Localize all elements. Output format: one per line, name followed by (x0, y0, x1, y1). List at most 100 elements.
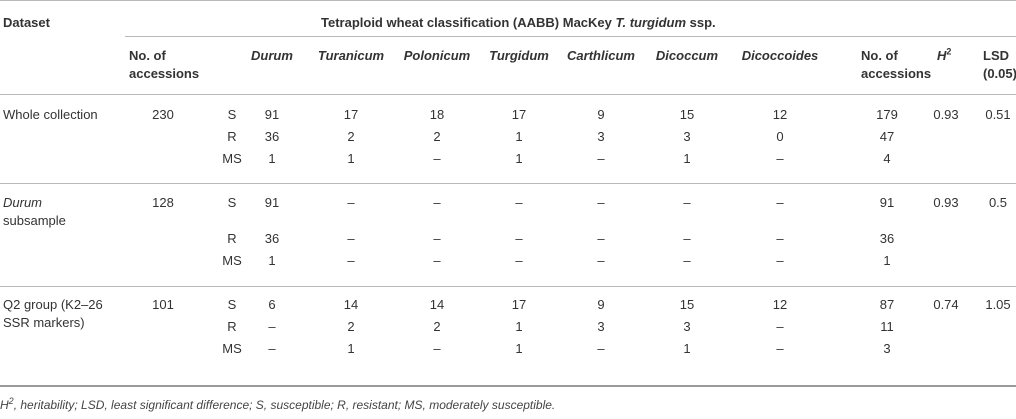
table-cell: 1 (683, 151, 691, 166)
table-cell: 1 (268, 253, 276, 268)
table-cell: – (776, 151, 784, 166)
group-accessions: 230 (152, 107, 174, 122)
table-cell: 1 (268, 151, 276, 166)
table-cell: 3 (597, 319, 605, 334)
header-h2: H2 (937, 46, 952, 63)
table-cell: 12 (772, 297, 788, 312)
reaction-type: S (227, 107, 237, 122)
row-total: 36 (879, 231, 895, 246)
group-accessions: 128 (152, 195, 174, 210)
row-total: 47 (879, 129, 895, 144)
header-no-accessions-2: No. of accessions (861, 48, 932, 81)
table-cell: – (433, 195, 441, 210)
row-total: 179 (876, 107, 898, 122)
table-cell: – (515, 253, 523, 268)
table-cell: – (683, 253, 691, 268)
table-cell: 3 (597, 129, 605, 144)
group-separator (0, 286, 1016, 287)
header-ssp-turgidum: Turgidum (489, 48, 549, 63)
reaction-type: R (227, 231, 237, 246)
table-cell: 14 (343, 297, 359, 312)
table-cell: 91 (264, 195, 280, 210)
header-bottom-rule (0, 94, 1016, 95)
table-cell: – (515, 231, 523, 246)
table-cell: – (776, 195, 784, 210)
row-total: 87 (879, 297, 895, 312)
header-group-title: Tetraploid wheat classification (AABB) M… (321, 15, 716, 30)
table-cell: 17 (511, 107, 527, 122)
header-ssp-durum: Durum (251, 48, 293, 63)
table-cell: 2 (347, 319, 355, 334)
table-cell: 17 (511, 297, 527, 312)
table-cell: 3 (683, 129, 691, 144)
reaction-type: R (227, 319, 237, 334)
table-cell: – (597, 253, 605, 268)
table-cell: 18 (429, 107, 445, 122)
table-cell: 36 (264, 231, 280, 246)
header-ssp-dicoccum: Dicoccum (655, 48, 719, 63)
table-cell: – (776, 253, 784, 268)
table-cell: – (515, 195, 523, 210)
table-cell: 9 (597, 297, 605, 312)
reaction-type: MS (222, 151, 242, 166)
group-lsd: 0.5 (988, 195, 1008, 210)
table-cell: – (597, 341, 605, 356)
table-cell: – (433, 253, 441, 268)
table-cell: 15 (679, 297, 695, 312)
footnote: H2, heritability; LSD, least significant… (0, 396, 556, 413)
reaction-type: S (227, 195, 237, 210)
table-cell: – (776, 341, 784, 356)
table-cell: 6 (268, 297, 276, 312)
table-cell: – (433, 341, 441, 356)
table-cell: 1 (515, 151, 523, 166)
reaction-type: R (227, 129, 237, 144)
header-no-accessions-1: No. of accessions (129, 48, 200, 81)
group-h2: 0.93 (933, 107, 959, 122)
header-ssp-polonicum: Polonicum (403, 48, 471, 63)
table-cell: – (347, 231, 355, 246)
row-total: 91 (879, 195, 895, 210)
table-cell: 0 (776, 129, 784, 144)
row-total: 4 (883, 151, 891, 166)
table-cell: 1 (515, 129, 523, 144)
header-dataset: Dataset (3, 15, 50, 30)
table-cell: – (268, 341, 276, 356)
table-cell: – (776, 319, 784, 334)
group-name: Durum subsample (3, 195, 66, 228)
table-cell: 1 (347, 151, 355, 166)
header-ssp-carthlicum: Carthlicum (567, 48, 635, 63)
table-cell: 1 (515, 319, 523, 334)
table-cell: – (268, 319, 276, 334)
header-lsd: LSD (0.05) (983, 48, 1016, 81)
table-cell: 14 (429, 297, 445, 312)
row-total: 11 (880, 319, 894, 334)
table-cell: 17 (343, 107, 359, 122)
table-cell: 2 (347, 129, 355, 144)
table-bottom-rule (0, 385, 1016, 387)
table-cell: 3 (683, 319, 691, 334)
table-cell: 9 (597, 107, 605, 122)
row-total: 3 (883, 341, 891, 356)
group-lsd: 0.51 (985, 107, 1011, 122)
table-cell: 1 (347, 341, 355, 356)
table-cell: – (347, 253, 355, 268)
table-top-rule (0, 0, 1016, 1)
group-h2: 0.74 (933, 297, 959, 312)
table-cell: 2 (433, 129, 441, 144)
table-cell: – (683, 195, 691, 210)
table-cell: – (597, 231, 605, 246)
table-cell: – (597, 151, 605, 166)
group-accessions: 101 (152, 297, 174, 312)
group-name: Whole collection (3, 107, 98, 122)
reaction-type: S (227, 297, 237, 312)
row-total: 1 (883, 253, 891, 268)
table-cell: – (683, 231, 691, 246)
reaction-type: MS (222, 253, 242, 268)
table-cell: – (433, 231, 441, 246)
table-cell: – (597, 195, 605, 210)
table-cell: 12 (772, 107, 788, 122)
reaction-type: MS (222, 341, 242, 356)
group-name: Q2 group (K2–26 SSR markers) (3, 297, 103, 330)
header-ssp-dicoccoides: Dicoccoides (741, 48, 819, 63)
table-cell: – (347, 195, 355, 210)
